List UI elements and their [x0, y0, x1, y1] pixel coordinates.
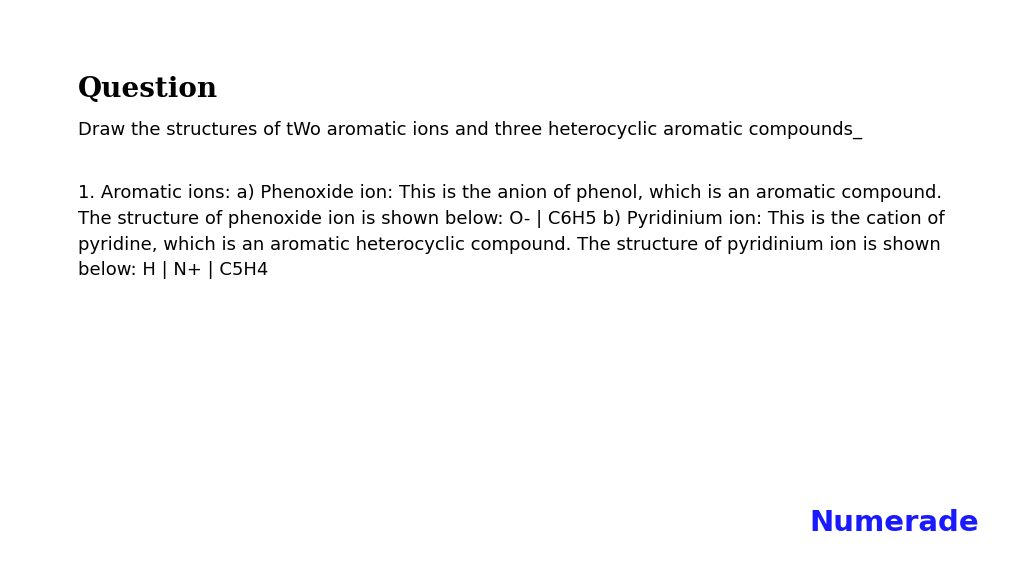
Text: Question: Question: [78, 76, 218, 103]
Text: 1. Aromatic ions: a) Phenoxide ion: This is the anion of phenol, which is an aro: 1. Aromatic ions: a) Phenoxide ion: This…: [78, 184, 944, 279]
Text: Draw the structures of tWo aromatic ions and three heterocyclic aromatic compoun: Draw the structures of tWo aromatic ions…: [78, 121, 862, 139]
Text: Numerade: Numerade: [809, 509, 979, 537]
